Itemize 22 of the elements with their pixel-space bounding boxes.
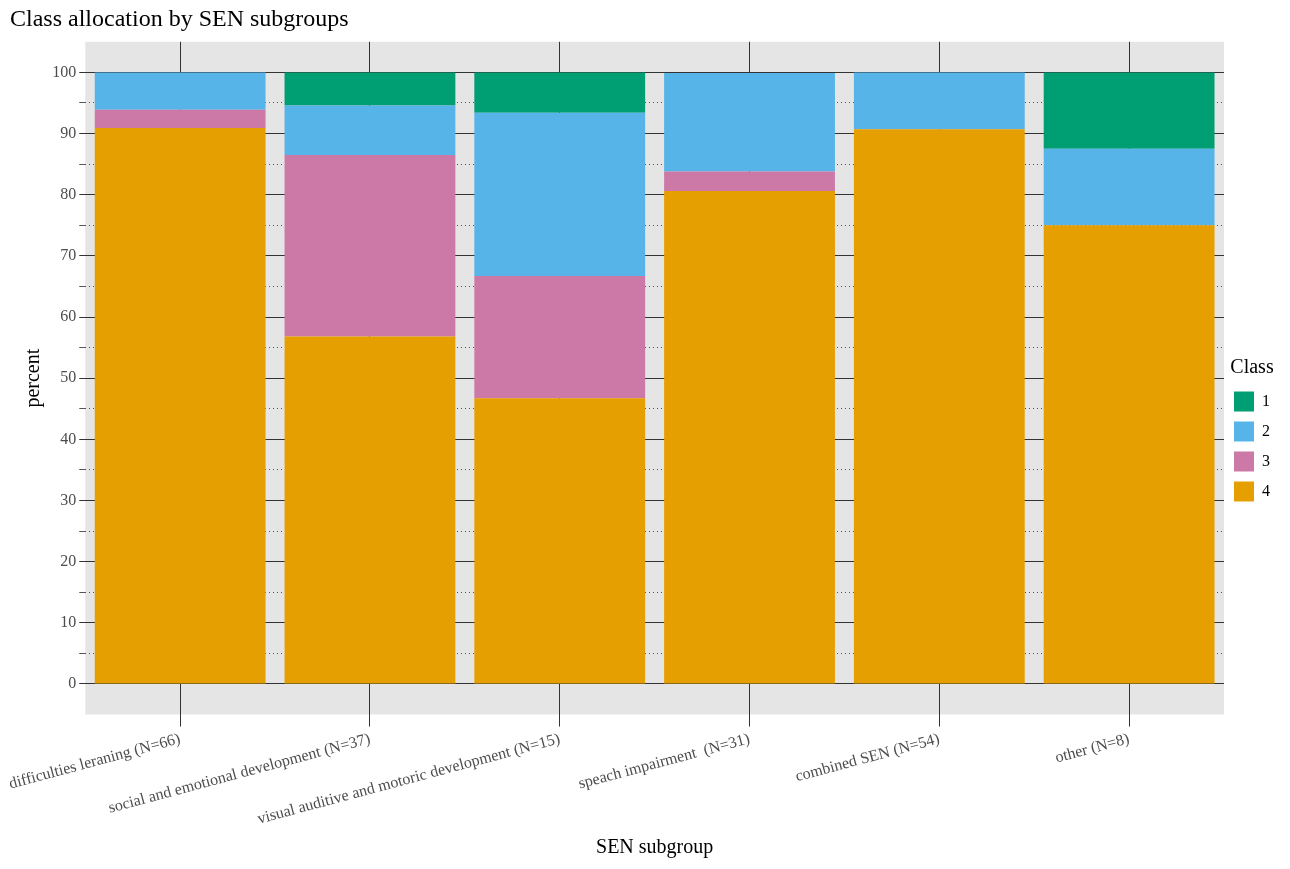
legend-title: Class — [1230, 354, 1274, 377]
legend-label: 3 — [1262, 451, 1270, 469]
x-tick-label: speach impairment (N=31) — [576, 729, 752, 793]
y-tick-label: 80 — [60, 184, 77, 202]
legend-label: 4 — [1262, 481, 1270, 499]
y-tick-label: 90 — [60, 123, 77, 141]
chart-title: Class allocation by SEN subgroups — [10, 4, 349, 31]
y-axis-title: percent — [20, 348, 44, 408]
x-tick-label: other (N=8) — [1053, 729, 1132, 767]
y-tick-label: 20 — [60, 551, 77, 569]
y-tick-label: 30 — [60, 490, 77, 508]
y-tick-label: 100 — [52, 62, 77, 80]
y-tick-label: 0 — [68, 674, 77, 692]
y-tick-label: 50 — [60, 368, 77, 386]
legend-label: 2 — [1262, 421, 1270, 439]
y-tick-label: 40 — [60, 429, 77, 447]
x-tick-label: combined SEN (N=54) — [793, 729, 942, 786]
legend-label: 1 — [1262, 391, 1270, 409]
y-tick-label: 70 — [60, 246, 77, 264]
y-tick-label: 60 — [60, 307, 77, 325]
y-tick-label: 10 — [60, 613, 77, 631]
x-axis-title: SEN subgroup — [596, 835, 714, 859]
